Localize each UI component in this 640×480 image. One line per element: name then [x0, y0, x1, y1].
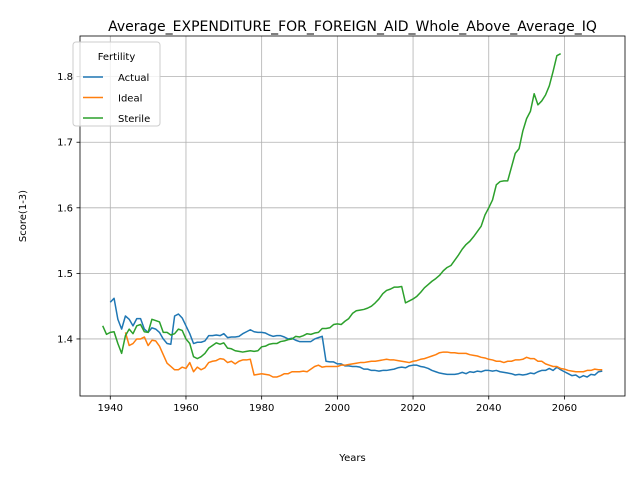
legend-title: Fertility [98, 52, 136, 63]
legend: Fertility Actual Ideal Sterile [72, 41, 161, 127]
x-tick-label: 2000 [325, 403, 350, 414]
x-tick-label: 2020 [400, 403, 425, 414]
series-line-actual [109, 297, 603, 379]
axes: 1940 1960 1980 2000 2020 2040 2060 1.4 1.5 1.6 1.7… [57, 72, 577, 414]
x-tick-label: 1980 [249, 403, 274, 414]
y-tick-label: 1.4 [57, 334, 73, 345]
y-tick-label: 1.7 [57, 138, 73, 149]
legend-box [72, 41, 161, 127]
x-tick-label: 2060 [552, 403, 577, 414]
chart-title: Average_EXPENDITURE_FOR_FOREIGN_AID_Whol… [108, 19, 597, 35]
series-lines [102, 53, 603, 379]
y-tick-label: 1.8 [57, 72, 73, 83]
y-tick-label: 1.6 [57, 203, 73, 214]
series-line-sterile [102, 53, 562, 360]
legend-label-actual: Actual [118, 73, 149, 84]
x-axis-label: Years [338, 453, 365, 464]
x-tick-label: 1940 [98, 403, 123, 414]
plot-area-frame [79, 35, 626, 397]
y-axis-label: Score(1-3) [18, 190, 29, 242]
x-tick-label: 1960 [173, 403, 198, 414]
x-tick-label: 2040 [476, 403, 501, 414]
legend-entries: Actual Ideal Sterile [83, 73, 150, 125]
legend-label-ideal: Ideal [118, 94, 142, 105]
y-tick-label: 1.5 [57, 269, 73, 280]
legend-label-sterile: Sterile [118, 114, 150, 125]
series-line-ideal [124, 332, 603, 378]
